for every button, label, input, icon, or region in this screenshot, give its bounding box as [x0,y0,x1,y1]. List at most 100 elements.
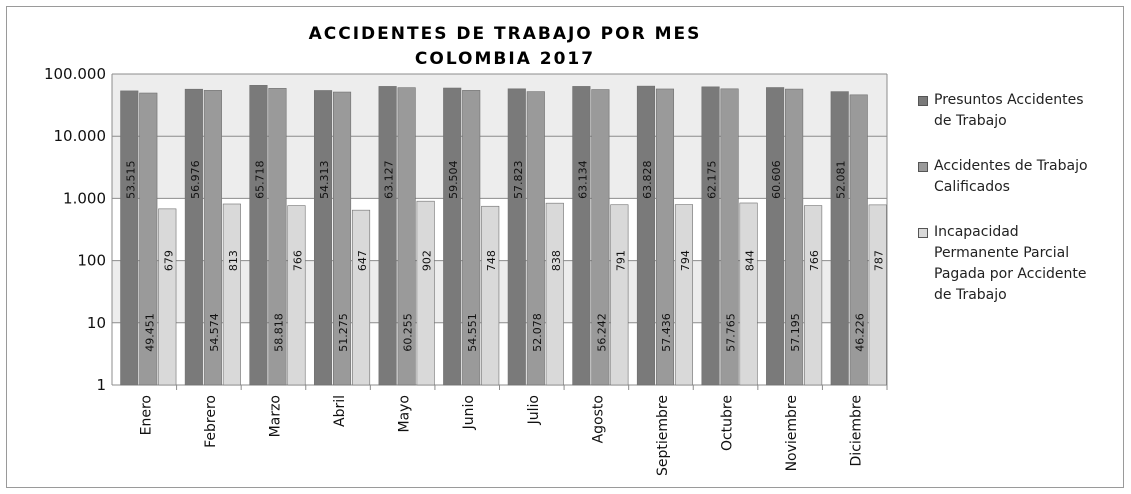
legend-item-incapacidad: Incapacidad Permanente Parcial Pagada po… [918,222,1123,306]
data-label: 46.226 [854,313,867,352]
data-label: 838 [550,250,563,271]
data-label: 844 [744,250,757,271]
data-label: 794 [679,250,692,271]
bar-presuntos [830,91,849,386]
legend-item-presuntos: Presuntos Accidentes de Trabajo [918,90,1123,132]
bar-incapacidad [610,204,629,386]
chart-title: ACCIDENTES DE TRABAJO POR MES COLOMBIA 2… [110,22,900,72]
x-tick-label: Febrero [203,395,219,448]
x-tick-label: Marzo [267,395,283,437]
bar-presuntos [378,86,397,386]
data-label: 60.255 [402,313,415,352]
data-label: 679 [162,250,175,271]
data-label: 63.127 [383,160,396,199]
bar-incapacidad [287,205,306,386]
bar-presuntos [443,87,462,386]
data-label: 813 [227,250,240,271]
bar-calificados [462,90,481,386]
x-tick-label: Septiembre [655,395,671,476]
data-label: 63.828 [641,160,654,199]
bar-calificados [332,91,352,386]
data-label: 56.976 [189,160,202,199]
data-label: 791 [614,250,627,271]
x-tick-label: Diciembre [849,395,865,466]
data-label: 52.078 [531,313,544,352]
data-label: 766 [808,250,821,271]
data-label: 60.606 [770,160,783,199]
bar-calificados [268,88,287,386]
data-label: 53.515 [124,160,137,199]
plot-band [112,74,887,137]
data-label: 902 [421,250,434,271]
data-label: 54.551 [466,313,479,352]
data-label: 52.081 [835,160,848,199]
bar-calificados [720,88,739,386]
data-label: 57.823 [512,160,525,199]
bar-calificados [203,90,222,386]
data-label: 65.718 [253,160,266,199]
data-label: 51.275 [337,313,350,352]
bar-incapacidad [545,202,564,386]
bar-calificados [785,88,804,386]
bar-incapacidad [416,200,435,386]
data-label: 62.175 [706,160,719,199]
x-tick-label: Abril [332,395,348,427]
legend-swatch-incapacidad [918,228,928,238]
y-tick-label: 1 [96,376,106,394]
bar-presuntos [572,86,591,386]
x-tick-label: Julio [526,395,542,425]
bar-presuntos [701,86,720,386]
bar-incapacidad [739,202,758,386]
data-label: 54.313 [318,160,331,199]
chart-title-line-2: COLOMBIA 2017 [414,49,596,69]
x-tick-label: Noviembre [784,395,800,471]
bar-presuntos [120,90,139,386]
data-label: 58.818 [272,313,285,352]
data-label: 57.195 [789,313,802,352]
bar-presuntos [184,88,203,386]
legend-label-presuntos-line-2: de Trabajo [934,113,1007,129]
data-label: 63.134 [576,160,589,199]
bar-calificados [139,92,158,386]
bar-presuntos [766,87,785,386]
y-tick-label: 10 [87,314,106,332]
plot-band [112,136,887,199]
bar-incapacidad [158,208,177,386]
data-label: 748 [485,250,498,271]
legend-label-incapacidad-line-1: Incapacidad [934,224,1019,240]
legend-label-incapacidad-line-2: Permanente Parcial [934,245,1070,261]
bar-incapacidad [804,205,823,386]
legend-label-incapacidad-line-4: de Trabajo [934,287,1007,303]
legend-label-incapacidad-line-3: Pagada por Accidente [934,266,1087,282]
legend-item-calificados: Accidentes de Trabajo Calificados [918,156,1123,198]
x-tick-label: Enero [138,395,154,435]
legend-swatch-calificados [918,162,928,172]
bar-presuntos [249,85,268,386]
y-tick-label: 100.000 [44,65,106,83]
plot-band [112,260,887,323]
y-tick-label: 1.000 [63,189,106,207]
data-label: 647 [356,250,369,271]
bar-incapacidad [674,204,694,386]
legend-label-presuntos-line-1: Presuntos Accidentes [934,92,1084,108]
legend-label-calificados-line-1: Accidentes de Trabajo [934,158,1088,174]
data-label: 54.574 [208,313,221,352]
bar-incapacidad [481,205,500,386]
bar-presuntos [507,88,526,386]
data-label: 49.451 [143,313,156,352]
bar-incapacidad [351,209,371,386]
bar-calificados [526,91,545,386]
bar-calificados [655,88,675,386]
y-tick-label: 10.000 [54,127,107,145]
legend-swatch-presuntos [918,96,928,106]
x-tick-label: Junio [461,395,477,430]
data-label: 766 [291,250,304,271]
y-tick-label: 100 [77,252,106,270]
bar-calificados [849,94,868,386]
bar-presuntos [636,85,656,386]
chart-title-line-1: ACCIDENTES DE TRABAJO POR MES [308,24,702,44]
x-tick-label: Octubre [720,395,736,451]
bar-calificados [397,87,416,386]
data-label: 787 [873,250,886,271]
